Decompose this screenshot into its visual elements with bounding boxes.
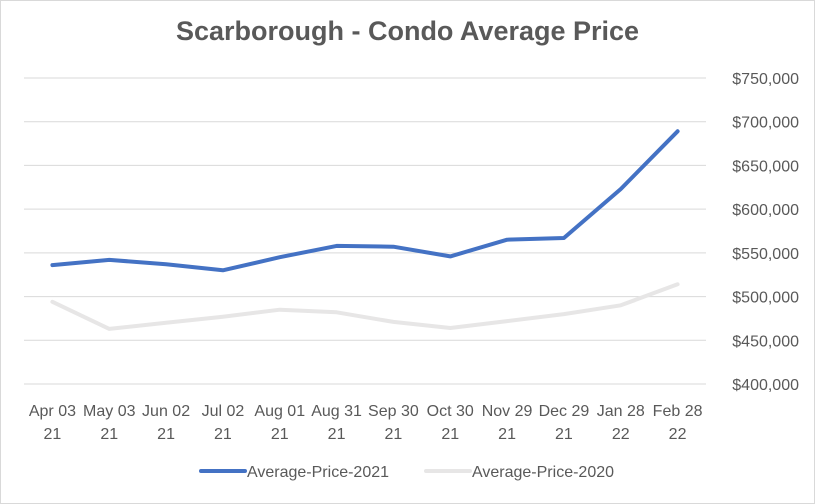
- y-tick-label: $500,000: [732, 290, 799, 307]
- legend-label: Average-Price-2020: [472, 464, 614, 481]
- chart-title: Scarborough - Condo Average Price: [175, 16, 640, 46]
- y-tick-label: $650,000: [732, 158, 799, 175]
- x-tick-label: Jul 02 21: [202, 403, 245, 443]
- y-tick-label: $700,000: [732, 115, 799, 132]
- x-tick-label: Aug 31 21: [311, 403, 362, 443]
- series-line-average-price-2020: [50, 282, 680, 331]
- x-tick-label: Apr 03 21: [29, 403, 76, 443]
- y-tick-label: $550,000: [732, 246, 799, 263]
- x-tick-label: Sep 30 21: [368, 403, 419, 443]
- x-tick-label: Feb 28 22: [653, 403, 703, 443]
- y-tick-label: $600,000: [732, 202, 799, 219]
- y-tick-label: $750,000: [732, 71, 799, 88]
- x-tick-label: Nov 29 21: [482, 403, 533, 443]
- y-tick-label: $450,000: [732, 333, 799, 350]
- x-tick-label: Oct 30 21: [427, 403, 474, 443]
- legend-label: Average-Price-2021: [247, 464, 389, 481]
- x-tick-label: May 03 21: [83, 403, 136, 443]
- x-tick-label: Aug 01 21: [254, 403, 305, 443]
- axis-labels: $400,000 $450,000 $500,000 $550,000 $600,000…: [29, 71, 799, 443]
- gridlines: [24, 77, 706, 385]
- legend: Average-Price-2021 Average-Price-2020: [199, 464, 614, 481]
- x-tick-label: Dec 29 21: [539, 403, 590, 443]
- x-tick-label: Jan 28 22: [597, 403, 645, 443]
- series-layer: [50, 129, 680, 331]
- y-tick-label: $400,000: [732, 377, 799, 394]
- x-tick-label: Jun 02 21: [142, 403, 190, 443]
- series-line-average-price-2021: [50, 129, 680, 273]
